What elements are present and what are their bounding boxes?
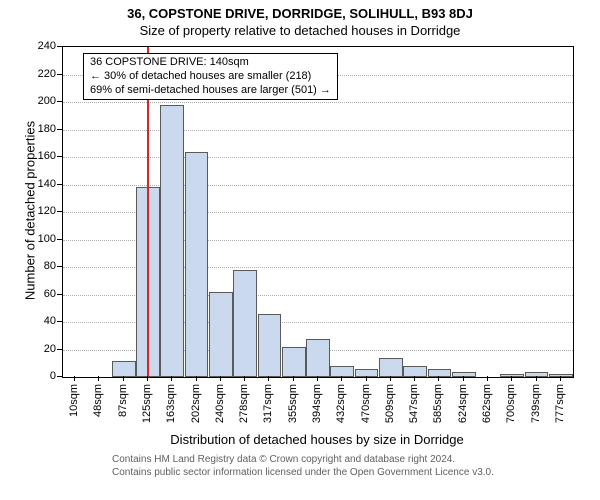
histogram-bar: [379, 358, 403, 377]
histogram-bar: [112, 361, 136, 378]
x-tick-mark: [366, 376, 367, 381]
chart-title-sub: Size of property relative to detached ho…: [0, 23, 600, 38]
x-tick-label: 624sqm: [457, 384, 469, 423]
x-tick-mark: [536, 376, 537, 381]
grid-line: [63, 102, 573, 104]
annotation-line: 36 COPSTONE DRIVE: 140sqm: [90, 56, 331, 70]
histogram-bar: [258, 314, 282, 377]
x-tick-label: 355sqm: [287, 384, 299, 423]
x-tick-mark: [511, 376, 512, 381]
x-axis-title: Distribution of detached houses by size …: [62, 432, 572, 447]
x-tick-mark: [293, 376, 294, 381]
x-tick-label: 585sqm: [432, 384, 444, 423]
y-tick-mark: [57, 46, 62, 47]
x-tick-mark: [487, 376, 488, 381]
x-tick-mark: [317, 376, 318, 381]
x-tick-mark: [463, 376, 464, 381]
y-tick-mark: [57, 184, 62, 185]
y-tick-label: 140: [26, 178, 56, 190]
histogram-bar: [282, 347, 306, 377]
histogram-bar: [452, 372, 476, 378]
histogram-bar: [209, 292, 233, 377]
annotation-box: 36 COPSTONE DRIVE: 140sqm← 30% of detach…: [83, 53, 338, 100]
x-tick-label: 48sqm: [92, 384, 104, 417]
x-tick-mark: [220, 376, 221, 381]
x-tick-label: 777sqm: [554, 384, 566, 423]
x-tick-mark: [414, 376, 415, 381]
x-tick-label: 202sqm: [190, 384, 202, 423]
y-tick-label: 40: [26, 315, 56, 327]
y-tick-mark: [57, 349, 62, 350]
y-tick-mark: [57, 101, 62, 102]
y-tick-mark: [57, 294, 62, 295]
grid-line: [63, 157, 573, 159]
histogram-bar: [549, 374, 573, 377]
y-tick-label: 20: [26, 343, 56, 355]
x-tick-mark: [74, 376, 75, 381]
chart-title-main: 36, COPSTONE DRIVE, DORRIDGE, SOLIHULL, …: [0, 6, 600, 21]
histogram-bar: [233, 270, 257, 377]
y-tick-label: 220: [26, 68, 56, 80]
y-tick-label: 160: [26, 150, 56, 162]
y-tick-label: 200: [26, 95, 56, 107]
y-tick-label: 120: [26, 205, 56, 217]
x-tick-label: 240sqm: [214, 384, 226, 423]
y-tick-label: 60: [26, 288, 56, 300]
x-tick-mark: [147, 376, 148, 381]
footer-line-2: Contains public sector information licen…: [112, 467, 494, 480]
y-tick-mark: [57, 156, 62, 157]
x-tick-mark: [244, 376, 245, 381]
chart-container: 36, COPSTONE DRIVE, DORRIDGE, SOLIHULL, …: [0, 0, 600, 500]
y-tick-mark: [57, 211, 62, 212]
y-tick-label: 80: [26, 260, 56, 272]
y-tick-mark: [57, 74, 62, 75]
x-tick-mark: [341, 376, 342, 381]
x-tick-label: 87sqm: [117, 384, 129, 417]
x-tick-label: 394sqm: [311, 384, 323, 423]
x-tick-mark: [390, 376, 391, 381]
x-tick-label: 509sqm: [384, 384, 396, 423]
x-tick-label: 739sqm: [530, 384, 542, 423]
x-tick-mark: [438, 376, 439, 381]
footer-line-1: Contains HM Land Registry data © Crown c…: [112, 454, 494, 467]
y-tick-mark: [57, 376, 62, 377]
x-tick-label: 700sqm: [505, 384, 517, 423]
histogram-bar: [306, 339, 330, 378]
y-tick-mark: [57, 321, 62, 322]
plot-area: 36 COPSTONE DRIVE: 140sqm← 30% of detach…: [62, 46, 574, 378]
x-tick-label: 10sqm: [68, 384, 80, 417]
y-tick-label: 100: [26, 233, 56, 245]
y-tick-mark: [57, 239, 62, 240]
x-tick-mark: [98, 376, 99, 381]
grid-line: [63, 185, 573, 187]
x-tick-label: 432sqm: [335, 384, 347, 423]
x-tick-label: 163sqm: [165, 384, 177, 423]
y-tick-label: 180: [26, 123, 56, 135]
x-tick-label: 662sqm: [481, 384, 493, 423]
x-tick-mark: [196, 376, 197, 381]
annotation-line: 69% of semi-detached houses are larger (…: [90, 84, 331, 98]
y-tick-mark: [57, 129, 62, 130]
x-tick-label: 547sqm: [408, 384, 420, 423]
x-tick-label: 470sqm: [360, 384, 372, 423]
y-tick-mark: [57, 266, 62, 267]
x-tick-label: 317sqm: [262, 384, 274, 423]
grid-line: [63, 130, 573, 132]
annotation-line: ← 30% of detached houses are smaller (21…: [90, 70, 331, 84]
x-tick-label: 278sqm: [238, 384, 250, 423]
histogram-bar: [160, 105, 184, 377]
x-tick-mark: [560, 376, 561, 381]
x-tick-label: 125sqm: [141, 384, 153, 423]
x-tick-mark: [268, 376, 269, 381]
footer-attribution: Contains HM Land Registry data © Crown c…: [112, 454, 494, 479]
x-tick-mark: [123, 376, 124, 381]
y-tick-label: 240: [26, 40, 56, 52]
histogram-bar: [185, 152, 209, 378]
x-tick-mark: [171, 376, 172, 381]
y-tick-label: 0: [26, 370, 56, 382]
